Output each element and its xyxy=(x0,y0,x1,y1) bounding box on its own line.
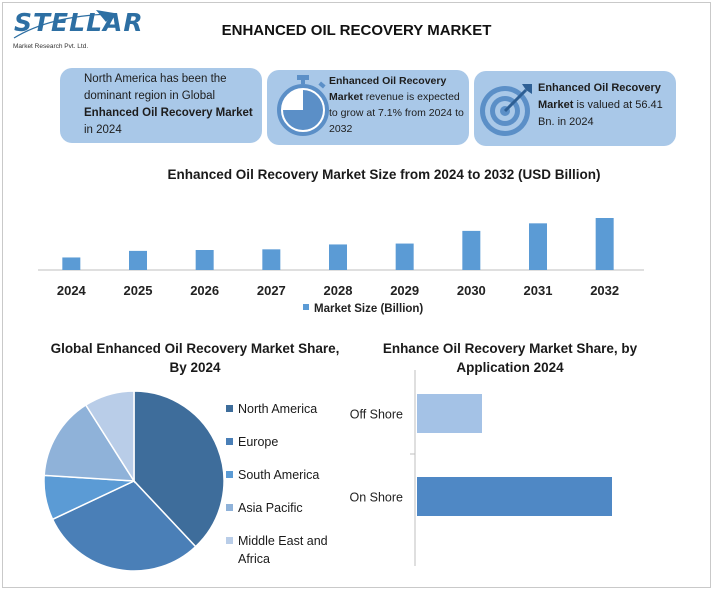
legend-item: North America xyxy=(226,400,356,418)
regional-share-pie-chart xyxy=(43,390,225,572)
target-icon xyxy=(480,84,532,136)
bar-2030 xyxy=(462,230,481,270)
legend-label: Middle East and Africa xyxy=(238,534,328,566)
legend-swatch xyxy=(303,304,309,310)
legend-swatch xyxy=(226,405,233,412)
logo-wordmark: STELLAR xyxy=(14,8,144,37)
x-tick-label: 2026 xyxy=(190,283,219,298)
logo-tagline: Market Research Pvt. Ltd. xyxy=(13,43,89,50)
pie-chart-title: Global Enhanced Oil Recovery Market Shar… xyxy=(50,341,340,375)
card-text: Enhanced Oil Recovery Market is valued a… xyxy=(538,80,674,131)
x-tick-label: 2029 xyxy=(390,283,419,298)
bar-2032 xyxy=(595,218,614,270)
y-tick-label: Off Shore xyxy=(350,408,403,422)
legend-label: South America xyxy=(238,468,320,482)
bar-2031 xyxy=(529,223,547,270)
legend-label: North America xyxy=(238,402,318,416)
card-text-run: is valued at 56.41 Bn. in 2024 xyxy=(538,99,663,128)
card-text-highlight: Enhanced Oil Recovery Market xyxy=(84,107,253,119)
insight-card-growth: Enhanced Oil Recovery Market revenue is … xyxy=(267,70,469,145)
insight-card-region: North America has been the dominant regi… xyxy=(60,68,262,143)
x-tick-label: 2028 xyxy=(324,283,353,298)
x-tick-label: 2025 xyxy=(124,283,153,298)
x-tick-label: 2031 xyxy=(524,283,553,298)
card-text-run: in 2024 xyxy=(84,124,122,136)
legend-item: South America xyxy=(226,466,356,484)
application-share-bar-chart: Off Shore On Shore xyxy=(349,370,612,566)
x-tick-label: 2030 xyxy=(457,283,486,298)
card-text: Enhanced Oil Recovery Market revenue is … xyxy=(329,73,469,137)
legend-swatch xyxy=(226,504,233,511)
pie-legend: North America Europe South America Asia Pac… xyxy=(226,400,356,583)
card-text-highlight: Enhanced Oil Recovery Market xyxy=(538,82,661,111)
bar-2025 xyxy=(129,250,147,270)
stellar-logo: STELLAR Market Research Pvt. Ltd. xyxy=(10,8,143,56)
insight-card-value: Enhanced Oil Recovery Market is valued a… xyxy=(474,71,676,146)
legend-item: Europe xyxy=(226,433,356,451)
bar-2027 xyxy=(262,249,281,270)
legend-label: Asia Pacific xyxy=(238,501,303,515)
legend-swatch xyxy=(226,471,233,478)
bar-2026 xyxy=(195,250,214,270)
market-size-bar-chart: 2024 2025 2026 2027 2028 2029 2030 2031 2032 Mark… xyxy=(38,218,644,315)
x-tick-label: 2027 xyxy=(257,283,286,298)
card-text-run: North America has been the dominant regi… xyxy=(84,73,227,102)
x-tick-label: 2032 xyxy=(590,283,619,298)
bar-2024 xyxy=(62,257,81,270)
legend-swatch xyxy=(226,537,233,544)
x-tick-label: 2024 xyxy=(57,283,87,298)
card-text: North America has been the dominant regi… xyxy=(84,71,254,139)
application-chart-title: Enhance Oil Recovery Market Share, by Ap… xyxy=(382,341,638,375)
legend-item: Middle East and Africa xyxy=(226,532,356,568)
legend-item: Asia Pacific xyxy=(226,499,356,517)
card-text-highlight: Enhanced Oil Recovery Market xyxy=(329,75,447,103)
bar-2028 xyxy=(329,244,347,270)
pie-slice-north-america xyxy=(133,390,225,548)
bar-off-shore xyxy=(417,394,482,433)
card-text-run: revenue is expected to grow at 7.1% from… xyxy=(329,91,464,135)
legend-label: Market Size (Billion) xyxy=(314,303,423,315)
logo-swoosh-icon xyxy=(13,10,114,39)
page-title: ENHANCED OIL RECOVERY MARKET xyxy=(221,22,492,39)
stopwatch-icon xyxy=(277,75,329,136)
bar-2029 xyxy=(395,243,414,270)
bar-chart-title: Enhanced Oil Recovery Market Size from 2… xyxy=(167,167,601,182)
legend-swatch xyxy=(226,438,233,445)
bar-on-shore xyxy=(417,477,612,516)
pie-slice-middle-east-and-africa xyxy=(84,390,135,484)
pie-slice-asia-pacific xyxy=(43,403,136,482)
y-tick-label: On Shore xyxy=(349,491,403,505)
legend-label: Europe xyxy=(238,435,279,449)
pie-slice-europe xyxy=(51,480,197,572)
